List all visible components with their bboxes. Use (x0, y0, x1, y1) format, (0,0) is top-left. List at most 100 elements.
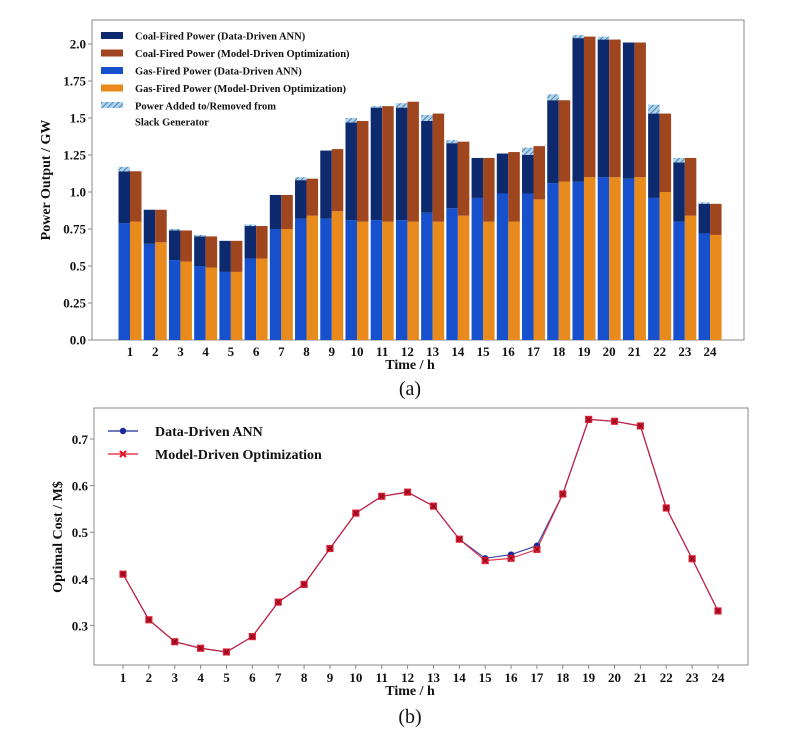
x-tick-label: 7 (278, 344, 285, 359)
x-tick-label: 12 (401, 670, 414, 685)
panel-label-a: (a) (399, 378, 421, 400)
x-tick-label: 3 (171, 670, 178, 685)
bar-coal-ann (421, 120, 433, 213)
bar-gas-ann (244, 258, 257, 340)
x-tick-label: 18 (552, 344, 566, 359)
bar-gas-ann (597, 177, 610, 340)
panel-label-b: (b) (398, 706, 421, 728)
bar-coal-model (558, 100, 571, 182)
bar-coal-ann (522, 155, 534, 194)
legend-swatch (101, 32, 123, 39)
bar-gas-model (281, 229, 293, 340)
bar-coal-ann (320, 150, 332, 219)
bar-coal-ann (446, 143, 458, 209)
x-tick-label: 2 (146, 670, 153, 685)
x-tick-label: 24 (704, 344, 718, 359)
bar-slack (194, 234, 206, 237)
bar-coal-model (230, 240, 243, 272)
x-tick-label: 14 (453, 670, 467, 685)
x-tick-label: 22 (653, 344, 666, 359)
x-tick-label: 21 (628, 344, 641, 359)
bar-coal-model (508, 152, 520, 222)
legend-marker (119, 427, 127, 435)
bar-gas-ann (269, 229, 282, 340)
bar-gas-ann (345, 220, 357, 340)
y-tick-label: 0.4 (72, 572, 89, 587)
bar-gas-model (659, 192, 672, 340)
bar-coal-model (155, 209, 167, 243)
panel-b: 0.30.40.50.60.7 1 2 3 4 5 6 7 8 9 10 11 12 13 14 15 16 1… (51, 407, 749, 728)
bar-coal-ann (572, 38, 584, 182)
bar-gas-model (508, 221, 520, 340)
x-tick-label: 15 (479, 670, 493, 685)
point-model-x (275, 599, 282, 605)
bar-coal-ann (673, 162, 685, 222)
y-tick-label: 0.5 (72, 525, 89, 540)
bar-coal-model (659, 113, 672, 192)
bar-gas-ann (421, 212, 433, 340)
bar-gas-ann (168, 260, 181, 340)
point-model-x (508, 555, 514, 562)
bar-slack (295, 177, 307, 181)
bar-coal-model (583, 36, 596, 178)
bar-coal-ann (194, 236, 206, 266)
x-axis-label-b: Time / h (385, 684, 435, 699)
y-tick-label: 0.25 (63, 296, 86, 311)
bar-coal-model (256, 226, 268, 259)
bar-coal-ann (345, 122, 357, 221)
point-model-x (559, 491, 566, 497)
x-ticks-b: 1 2 3 4 5 6 7 8 9 10 11 12 13 14 15 16 17 18 19 20 21 22 23 24 (120, 665, 725, 685)
bar-gas-ann (320, 218, 332, 340)
bar-coal-ann (395, 107, 408, 221)
x-tick-label: 20 (608, 670, 621, 685)
bar-coal-ann (370, 107, 383, 221)
point-model-x (404, 489, 411, 495)
legend-marker (119, 450, 127, 458)
bar-coal-ann (547, 100, 559, 184)
x-tick-label: 23 (686, 670, 700, 685)
bar-coal-model (710, 203, 722, 235)
legend-label: Model-Driven Optimization (155, 448, 322, 463)
bar-coal-model (331, 149, 344, 212)
y-ticks-b: 0.3 0.4 0.5 0.6 0.7 (72, 432, 94, 633)
bar-slack (370, 106, 383, 108)
bar-coal-ann (698, 203, 711, 234)
bar-slack (572, 35, 584, 39)
point-model-x (249, 633, 256, 640)
legend-label: Power Added to/Removed from (135, 102, 276, 113)
bar-gas-ann (496, 193, 509, 340)
y-tick-label: 1.5 (70, 111, 87, 126)
bars-a (118, 35, 722, 340)
x-tick-label: 15 (477, 344, 491, 359)
x-tick-label: 8 (301, 670, 308, 685)
bar-gas-ann (572, 181, 584, 340)
x-tick-label: 11 (376, 344, 388, 359)
legend-b: Data-Driven ANN Model-Driven Optimization (108, 425, 322, 463)
point-model-x (146, 616, 152, 623)
bar-gas-model (609, 177, 621, 340)
bar-gas-model (407, 221, 419, 340)
legend-label: Data-Driven ANN (155, 425, 263, 440)
bar-slack (522, 147, 534, 155)
x-tick-label: 4 (197, 670, 204, 685)
point-model-x (378, 493, 385, 500)
bar-coal-ann (496, 153, 509, 194)
legend-swatch (101, 102, 123, 108)
line-model-driven-optimization (122, 418, 719, 653)
bar-gas-ann (673, 221, 685, 340)
bar-gas-ann (219, 271, 231, 340)
point-model-x (197, 645, 204, 652)
legend-label: Gas-Fired Power (Model-Driven Optimizati… (135, 84, 347, 95)
bar-gas-model (356, 221, 369, 340)
bar-gas-ann (522, 193, 534, 340)
point-model-x (171, 638, 178, 645)
bar-gas-model (256, 258, 268, 340)
bar-gas-model (634, 177, 646, 340)
x-tick-label: 14 (451, 344, 465, 359)
x-tick-label: 17 (527, 344, 541, 359)
x-tick-label: 6 (249, 670, 256, 685)
bar-slack (648, 104, 660, 114)
legend-a: Coal-Fired Power (Data-Driven ANN) Coal-F… (101, 32, 350, 129)
legend-swatch (101, 84, 123, 92)
bar-gas-model (382, 221, 394, 340)
